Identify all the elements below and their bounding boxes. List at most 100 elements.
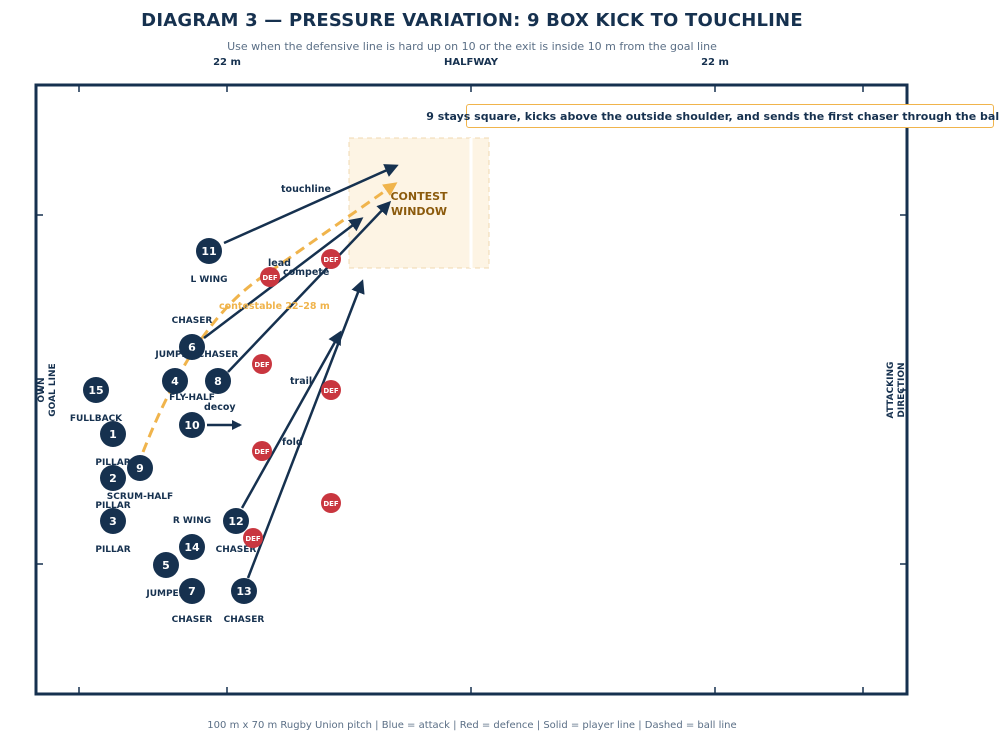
touchline-label: touchline [281, 184, 331, 195]
attacker-role-label: L WING [190, 275, 227, 285]
attacker-role-label: R WING [173, 516, 211, 526]
decoy-label: decoy [204, 402, 236, 413]
defender-marker [321, 493, 341, 513]
defender-marker [243, 528, 263, 548]
defender-marker [321, 380, 341, 400]
run-line-8 [227, 200, 392, 373]
attacker-marker [179, 334, 205, 360]
defender-label: DEF [323, 256, 339, 264]
attacker-3: 3 PILLAR [95, 501, 131, 534]
attacker-marker [223, 508, 249, 534]
attacker-number: 9 [136, 462, 144, 475]
attacker-1: 1 PILLAR [95, 421, 131, 468]
attacker-number: 10 [184, 419, 200, 432]
attacker-number: 1 [109, 428, 117, 441]
defender-4: DEF [321, 380, 341, 400]
attacker-14: 14 CHASER [179, 534, 256, 560]
defender-label: DEF [323, 500, 339, 508]
diagram-subtitle: Use when the defensive line is hard up o… [227, 40, 717, 53]
attacker-13: 13 CHASER [224, 578, 265, 625]
attacker-marker [196, 238, 222, 264]
attacker-number: 11 [201, 245, 216, 258]
own-label: OWN [37, 377, 47, 402]
coaching-callout: 9 stays square, kicks above the outside … [426, 104, 1000, 128]
ball-line [141, 182, 398, 453]
attacker-marker [100, 465, 126, 491]
attacker-number: 5 [162, 559, 170, 572]
attacker-number: 7 [188, 585, 196, 598]
attacker-number: 2 [109, 472, 117, 485]
player-lines [203, 164, 399, 579]
run-line-6 [203, 217, 364, 339]
attacker-11: 11 L WING [190, 238, 228, 285]
defender-label: DEF [323, 387, 339, 395]
defender-label: DEF [254, 448, 270, 456]
halfway-label: HALFWAY [444, 57, 498, 68]
diagram-footer: 100 m x 70 m Rugby Union pitch | Blue = … [207, 720, 737, 731]
defender-marker [252, 354, 272, 374]
defender-label: DEF [254, 361, 270, 369]
attacker-marker [83, 377, 109, 403]
diagram-title: DIAGRAM 3 — PRESSURE VARIATION: 9 BOX KI… [141, 10, 803, 31]
attacker-number: 4 [171, 375, 179, 388]
attacker-12: 12 R WING [173, 508, 249, 534]
attacker-marker [100, 421, 126, 447]
attacker-number: 8 [214, 375, 222, 388]
attacker-role-label: SCRUM-HALF [107, 492, 173, 502]
attacker-number: 3 [109, 515, 117, 528]
attacker-marker [100, 508, 126, 534]
defender-2: DEF [260, 267, 280, 287]
contest-window-label-1: CONTEST [390, 190, 448, 203]
attacker-role-label: PILLAR [95, 501, 130, 511]
defender-7: DEF [243, 528, 263, 548]
attacker-role-label: JUMPER [145, 589, 185, 599]
attacker-number: 14 [184, 541, 200, 554]
attacker-role-label: CHASER [172, 615, 213, 625]
defender-5: DEF [252, 441, 272, 461]
attacker-number: 15 [88, 384, 103, 397]
attacker-marker [153, 552, 179, 578]
attacker-marker [205, 368, 231, 394]
attacker-marker [179, 412, 205, 438]
attacker-marker [127, 455, 153, 481]
compete-label: compete [283, 267, 329, 278]
attacker-role-label: PILLAR [95, 545, 130, 555]
fold-label: fold [282, 437, 303, 448]
defenders-group: DEF DEF DEF DEF DEF DEF DEF [243, 249, 341, 548]
attacker-6: 6 CHASER [172, 316, 213, 360]
contest-window-label-2: WINDOW [391, 205, 447, 218]
defender-1: DEF [321, 249, 341, 269]
defender-3: DEF [252, 354, 272, 374]
attacker-role-label: FULLBACK [70, 414, 123, 424]
contest-window [348, 137, 490, 269]
direction-label: DIRECTION [897, 362, 907, 417]
attacker-marker [179, 578, 205, 604]
lead-label: lead [268, 258, 291, 269]
run-line-11 [223, 164, 399, 245]
attacker-10: 10 FLY-HALF [169, 393, 215, 438]
run-line-13 [246, 279, 365, 579]
attacker-number: 13 [236, 585, 251, 598]
attacker-number: 12 [228, 515, 243, 528]
attacker-extra: CHASER [172, 615, 213, 625]
attacker-9: 9 [127, 455, 153, 481]
defender-marker [321, 249, 341, 269]
defender-6: DEF [321, 493, 341, 513]
defender-label: DEF [262, 274, 278, 282]
attacker-marker [162, 368, 188, 394]
attacker-role-label: FLY-HALF [169, 393, 215, 403]
attacker-marker [179, 534, 205, 560]
attacking-label: ATTACKING [886, 362, 896, 419]
attacker-role-label: CHASER [198, 350, 239, 360]
pitch-ticks [36, 85, 907, 694]
goal-line-label: GOAL LINE [48, 363, 58, 416]
trail-label: trail [290, 376, 312, 387]
attacker-marker [231, 578, 257, 604]
attacker-role-label: CHASER [224, 615, 265, 625]
attacker-role-label: CHASER [172, 316, 213, 326]
defender-marker [260, 267, 280, 287]
attacker-15: 15 FULLBACK [70, 377, 123, 424]
right-22-label: 22 m [701, 57, 729, 68]
